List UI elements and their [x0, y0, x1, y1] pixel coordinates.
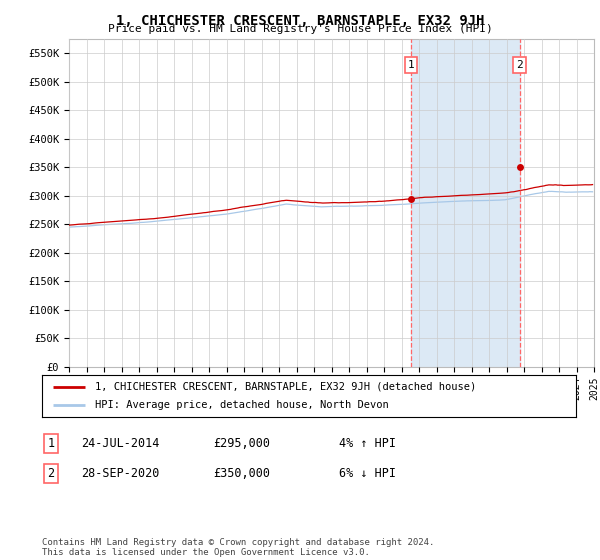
Text: 2: 2 [47, 466, 55, 480]
Text: 24-JUL-2014: 24-JUL-2014 [81, 437, 160, 450]
Text: £295,000: £295,000 [213, 437, 270, 450]
Text: 28-SEP-2020: 28-SEP-2020 [81, 466, 160, 480]
Text: 6% ↓ HPI: 6% ↓ HPI [339, 466, 396, 480]
Text: 2: 2 [516, 60, 523, 70]
Text: 1, CHICHESTER CRESCENT, BARNSTAPLE, EX32 9JH (detached house): 1, CHICHESTER CRESCENT, BARNSTAPLE, EX32… [95, 382, 476, 392]
Text: 1: 1 [47, 437, 55, 450]
Text: Contains HM Land Registry data © Crown copyright and database right 2024.
This d: Contains HM Land Registry data © Crown c… [42, 538, 434, 557]
Text: 1: 1 [408, 60, 415, 70]
Text: £350,000: £350,000 [213, 466, 270, 480]
Text: Price paid vs. HM Land Registry's House Price Index (HPI): Price paid vs. HM Land Registry's House … [107, 24, 493, 34]
Bar [411, 39, 520, 367]
Text: HPI: Average price, detached house, North Devon: HPI: Average price, detached house, Nort… [95, 400, 389, 410]
Text: 1, CHICHESTER CRESCENT, BARNSTAPLE, EX32 9JH: 1, CHICHESTER CRESCENT, BARNSTAPLE, EX32… [116, 14, 484, 28]
Text: 4% ↑ HPI: 4% ↑ HPI [339, 437, 396, 450]
